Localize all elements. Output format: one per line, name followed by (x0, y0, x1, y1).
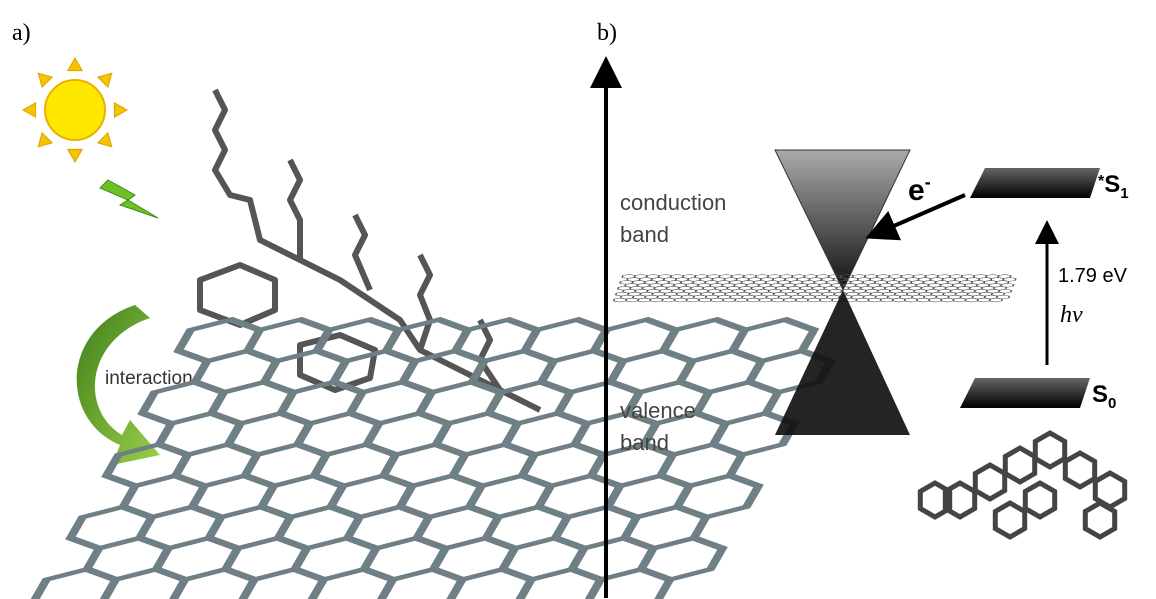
graphene-sheet (613, 275, 1017, 302)
ring (1025, 483, 1054, 517)
hexagon (925, 275, 939, 279)
sun-ray (98, 133, 112, 147)
hexagon (755, 275, 769, 279)
hexagon (622, 275, 636, 279)
ring (1085, 503, 1114, 537)
hexagon (779, 275, 793, 279)
hexagon (670, 275, 684, 279)
sun-ray (38, 73, 52, 87)
hexagon (707, 275, 721, 279)
hexagon (852, 275, 866, 279)
energy-label: 1.79 eV (1058, 265, 1128, 287)
sun-ray (114, 103, 127, 117)
state-label: S0 (1092, 381, 1116, 412)
hexagon (876, 275, 890, 279)
hexagon (1003, 277, 1017, 281)
electron-label: e- (908, 172, 931, 207)
sun-ray (68, 149, 82, 162)
hexagon (973, 275, 987, 279)
state-label: *S1 (1098, 171, 1129, 202)
hexagon (913, 275, 927, 279)
ring (995, 503, 1024, 537)
hexagon (996, 295, 1010, 299)
sun-ray (68, 58, 82, 71)
panel-label: b) (597, 20, 617, 46)
conduction-cone (775, 150, 910, 290)
hexagon (695, 275, 709, 279)
figure: a) interaction b) conductionband valence… (0, 0, 1156, 599)
ring (975, 465, 1004, 499)
hexagon (961, 275, 975, 279)
panel-label: a) (12, 20, 31, 46)
hexagon (816, 275, 830, 279)
hexagon (998, 289, 1012, 293)
ring (1005, 448, 1034, 482)
hexagon (1001, 283, 1015, 287)
ring (1065, 453, 1094, 487)
sun (23, 58, 127, 162)
ground-level (960, 378, 1090, 408)
hexagon (937, 275, 951, 279)
hexagon (949, 275, 963, 279)
molecule (920, 433, 1124, 537)
hexagon (864, 275, 878, 279)
hexagon (804, 275, 818, 279)
excited-level (970, 168, 1100, 198)
ring (1035, 433, 1064, 467)
hexagon (792, 275, 806, 279)
hexagon (998, 275, 1012, 279)
sun-ray (23, 103, 36, 117)
valence-cone (775, 290, 910, 435)
hexagon (889, 275, 903, 279)
hexagon (646, 275, 660, 279)
hexagon (767, 275, 781, 279)
hexagon (682, 275, 696, 279)
hexagon (731, 275, 745, 279)
photon-label: hν (1060, 302, 1083, 328)
hexagon (658, 275, 672, 279)
hexagon (634, 275, 648, 279)
hexagon (743, 275, 757, 279)
lightning (100, 180, 158, 218)
hexagon (986, 275, 1000, 279)
hexagon (719, 275, 733, 279)
sun-ray (98, 73, 112, 87)
sun-ray (38, 133, 52, 147)
hexagon (901, 275, 915, 279)
